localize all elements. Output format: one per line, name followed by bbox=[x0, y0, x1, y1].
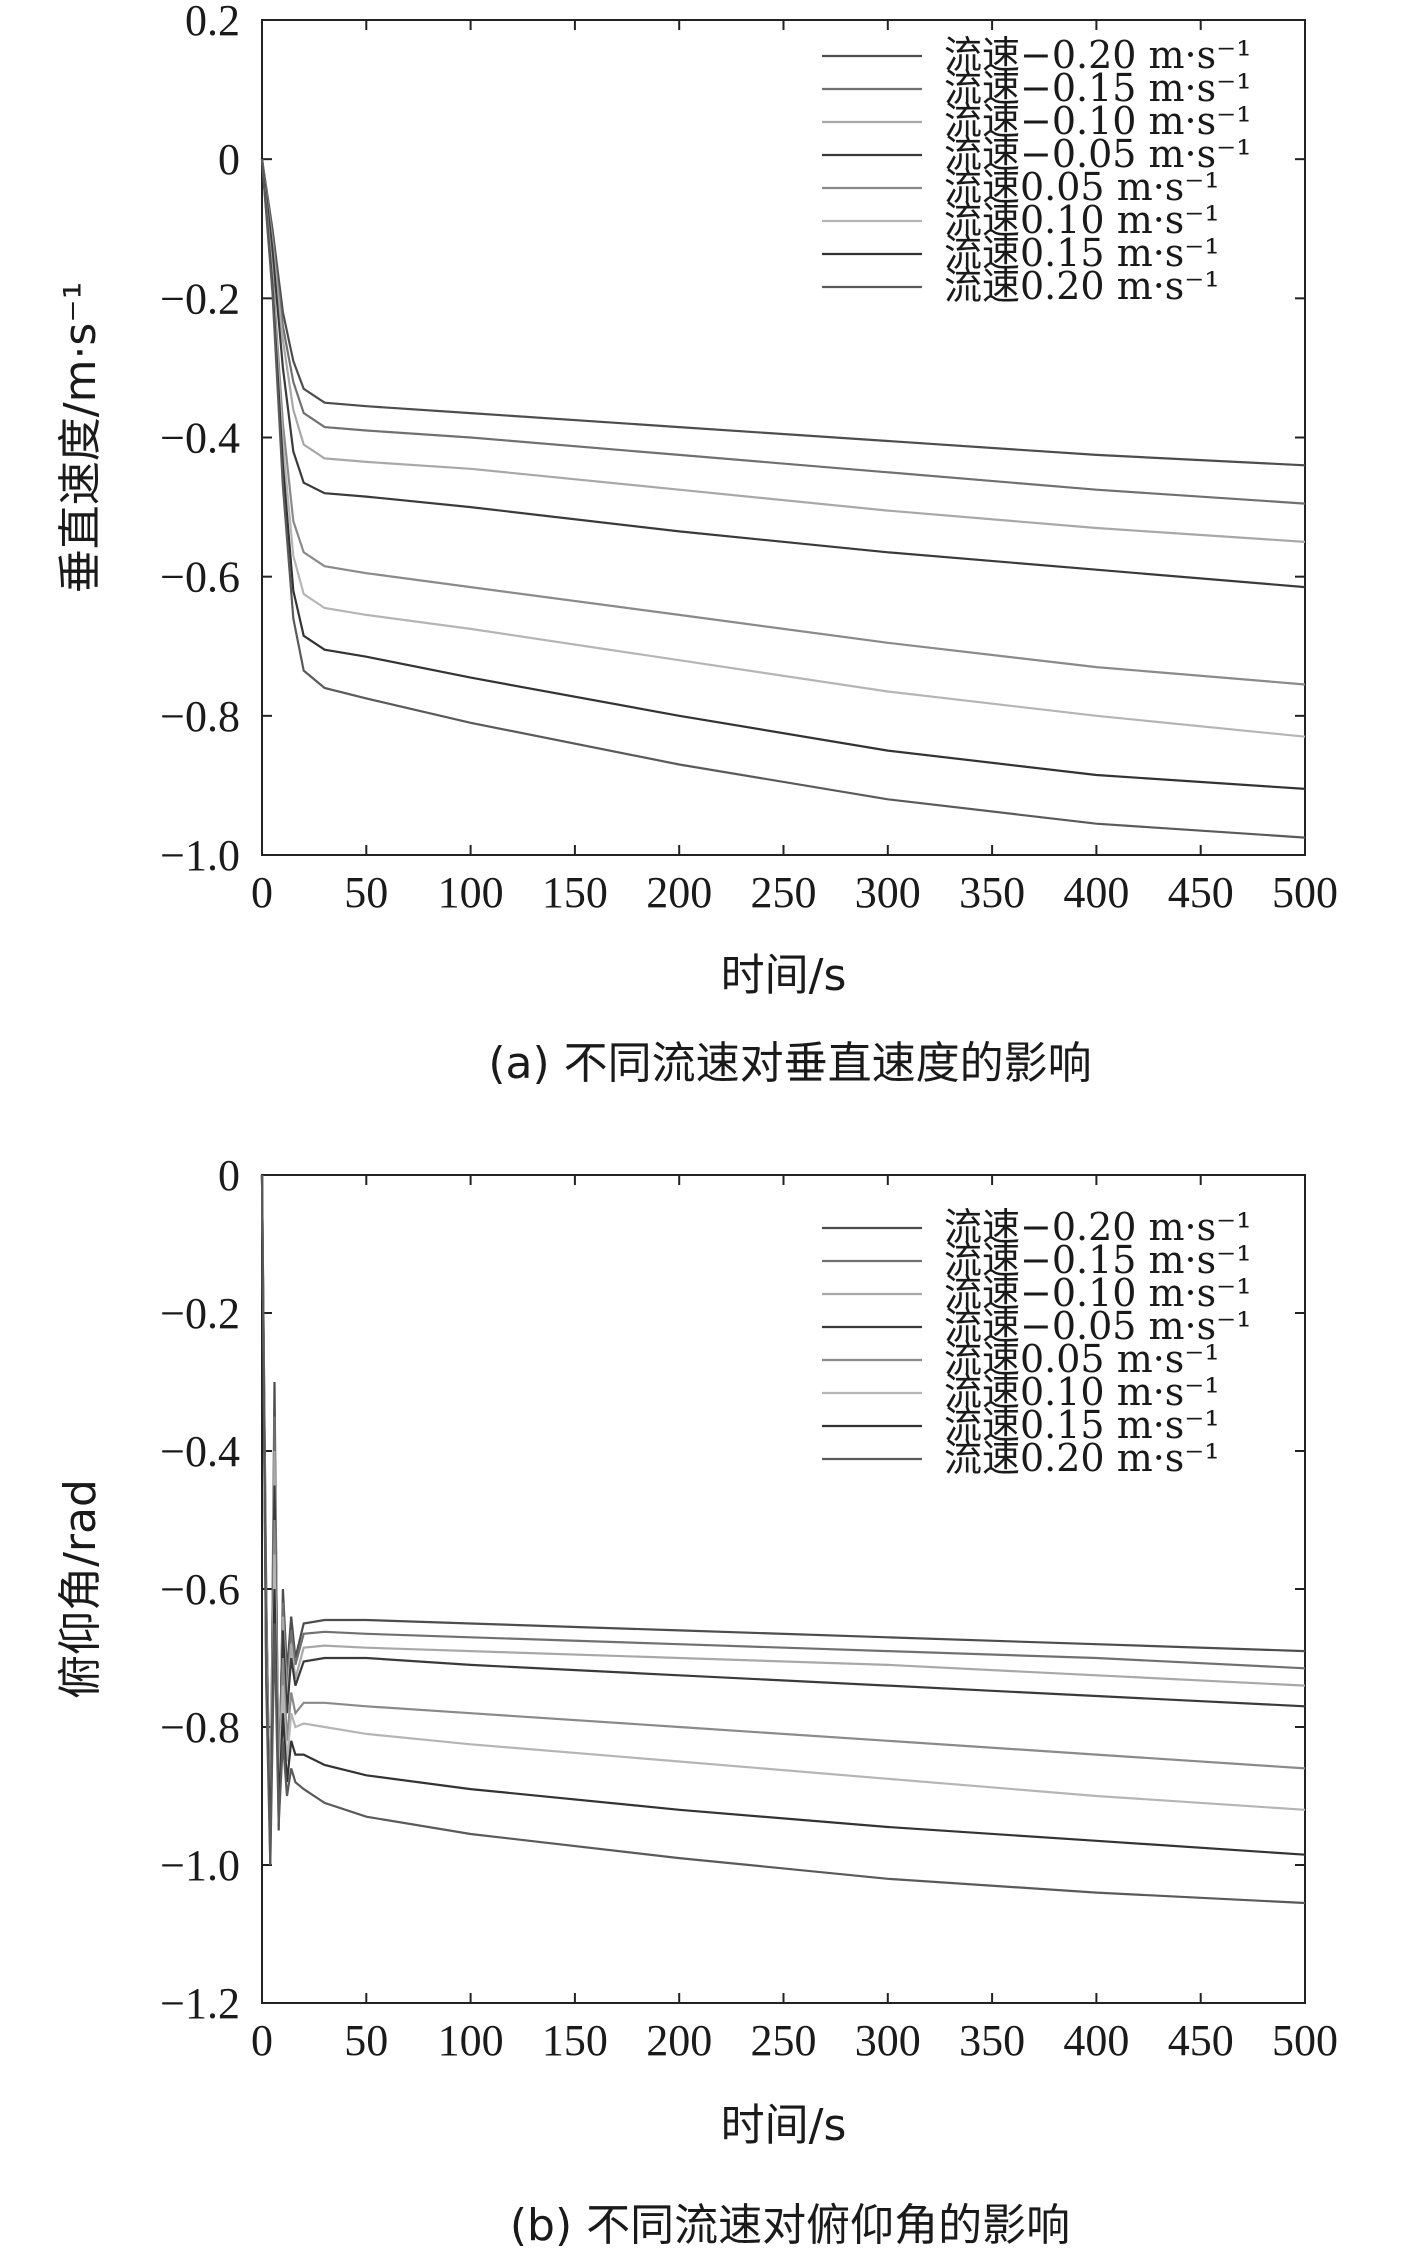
y-tick-label: 0.2 bbox=[185, 0, 240, 45]
legend-entry-label: 流速0.10 m·s⁻¹ bbox=[944, 1370, 1220, 1414]
x-tick-label: 500 bbox=[1272, 2016, 1338, 2065]
y-axis-label: 垂直速度/m·s⁻¹ bbox=[55, 282, 106, 593]
legend-entry-label: 流速0.05 m·s⁻¹ bbox=[944, 1337, 1220, 1381]
legend-entry-label: 流速−0.05 m·s⁻¹ bbox=[944, 132, 1251, 176]
figure-caption: (b) 不同流速对俯仰角的影响 bbox=[510, 2200, 1070, 2251]
y-tick-label: −0.8 bbox=[160, 692, 240, 741]
legend-entry-label: 流速0.05 m·s⁻¹ bbox=[944, 165, 1220, 209]
x-tick-label: 50 bbox=[344, 2016, 388, 2065]
legend-entry-label: 流速0.15 m·s⁻¹ bbox=[944, 1403, 1220, 1447]
y-tick-label: 0 bbox=[218, 135, 240, 184]
y-tick-label: −0.6 bbox=[160, 553, 240, 602]
x-tick-label: 150 bbox=[542, 2016, 608, 2065]
legend-entry-label: 流速−0.20 m·s⁻¹ bbox=[944, 33, 1251, 77]
x-tick-label: 150 bbox=[542, 868, 608, 917]
x-tick-label: 100 bbox=[438, 2016, 504, 2065]
x-tick-label: 350 bbox=[959, 2016, 1025, 2065]
x-tick-label: 400 bbox=[1063, 868, 1129, 917]
legend-entry-label: 流速0.10 m·s⁻¹ bbox=[944, 198, 1220, 242]
y-tick-label: 0 bbox=[218, 1151, 240, 1200]
x-tick-label: 100 bbox=[438, 868, 504, 917]
y-tick-label: −0.4 bbox=[160, 1427, 240, 1476]
series-line-4 bbox=[260, 159, 1306, 589]
legend-entry-label: 流速−0.15 m·s⁻¹ bbox=[944, 1238, 1251, 1282]
legend-entry-label: 流速−0.10 m·s⁻¹ bbox=[944, 1271, 1251, 1315]
x-tick-label: 200 bbox=[646, 868, 712, 917]
x-tick-label: 500 bbox=[1272, 868, 1338, 917]
y-tick-label: −0.6 bbox=[160, 1565, 240, 1614]
x-tick-label: 0 bbox=[251, 868, 273, 917]
x-tick-label: 0 bbox=[251, 2016, 273, 2065]
y-tick-label: −1.0 bbox=[160, 831, 240, 880]
y-tick-label: −1.2 bbox=[160, 1979, 240, 2028]
x-tick-label: 300 bbox=[855, 2016, 921, 2065]
chart-a: 0 50 100 150 200 250 300 350 400 450 500 0.2 0 −0.2 −0… bbox=[55, 0, 1338, 1089]
y-axis-label: 俯仰角/rad bbox=[55, 1479, 106, 1699]
x-axis-label: 时间/s bbox=[721, 950, 847, 1001]
y-tick-label: −0.4 bbox=[160, 414, 240, 463]
legend-entry-label: 流速−0.10 m·s⁻¹ bbox=[944, 99, 1251, 143]
legend-entry-label: 流速0.20 m·s⁻¹ bbox=[944, 1436, 1220, 1480]
series-line-3 bbox=[260, 159, 1306, 543]
x-tick-label: 50 bbox=[344, 868, 388, 917]
x-tick-label: 450 bbox=[1168, 2016, 1234, 2065]
legend: 流速−0.20 m·s⁻¹流速−0.15 m·s⁻¹流速−0.10 m·s⁻¹流… bbox=[822, 1205, 1251, 1480]
y-tick-label: −0.2 bbox=[160, 1289, 240, 1338]
legend: 流速−0.20 m·s⁻¹流速−0.15 m·s⁻¹流速−0.10 m·s⁻¹流… bbox=[822, 33, 1251, 308]
chart-b: 0 50 100 150 200 250 300 350 400 450 500 0 −0.2 −0.4 −… bbox=[55, 1151, 1338, 2251]
x-tick-label: 250 bbox=[751, 868, 817, 917]
series-line-2 bbox=[260, 159, 1306, 505]
x-tick-label: 350 bbox=[959, 868, 1025, 917]
x-tick-label: 250 bbox=[751, 2016, 817, 2065]
y-tick-label: −1.0 bbox=[160, 1841, 240, 1890]
x-tick-label: 200 bbox=[646, 2016, 712, 2065]
figure-caption: (a) 不同流速对垂直速度的影响 bbox=[488, 1038, 1091, 1089]
legend-entry-label: 流速0.20 m·s⁻¹ bbox=[944, 264, 1220, 308]
legend-entry-label: 流速−0.05 m·s⁻¹ bbox=[944, 1304, 1251, 1348]
legend-entry-label: 流速−0.20 m·s⁻¹ bbox=[944, 1205, 1251, 1249]
series-line-5 bbox=[260, 159, 1306, 686]
x-tick-label: 300 bbox=[855, 868, 921, 917]
x-axis-label: 时间/s bbox=[721, 2100, 847, 2151]
x-tick-label: 450 bbox=[1168, 868, 1234, 917]
x-tick-label: 400 bbox=[1063, 2016, 1129, 2065]
y-tick-label: −0.2 bbox=[160, 274, 240, 323]
legend-entry-label: 流速0.15 m·s⁻¹ bbox=[944, 231, 1220, 275]
legend-entry-label: 流速−0.15 m·s⁻¹ bbox=[944, 66, 1251, 110]
series-line-8 bbox=[260, 1174, 1306, 1905]
series-line-8 bbox=[260, 159, 1306, 839]
series-line-1 bbox=[260, 159, 1306, 467]
y-tick-label: −0.8 bbox=[160, 1703, 240, 1752]
